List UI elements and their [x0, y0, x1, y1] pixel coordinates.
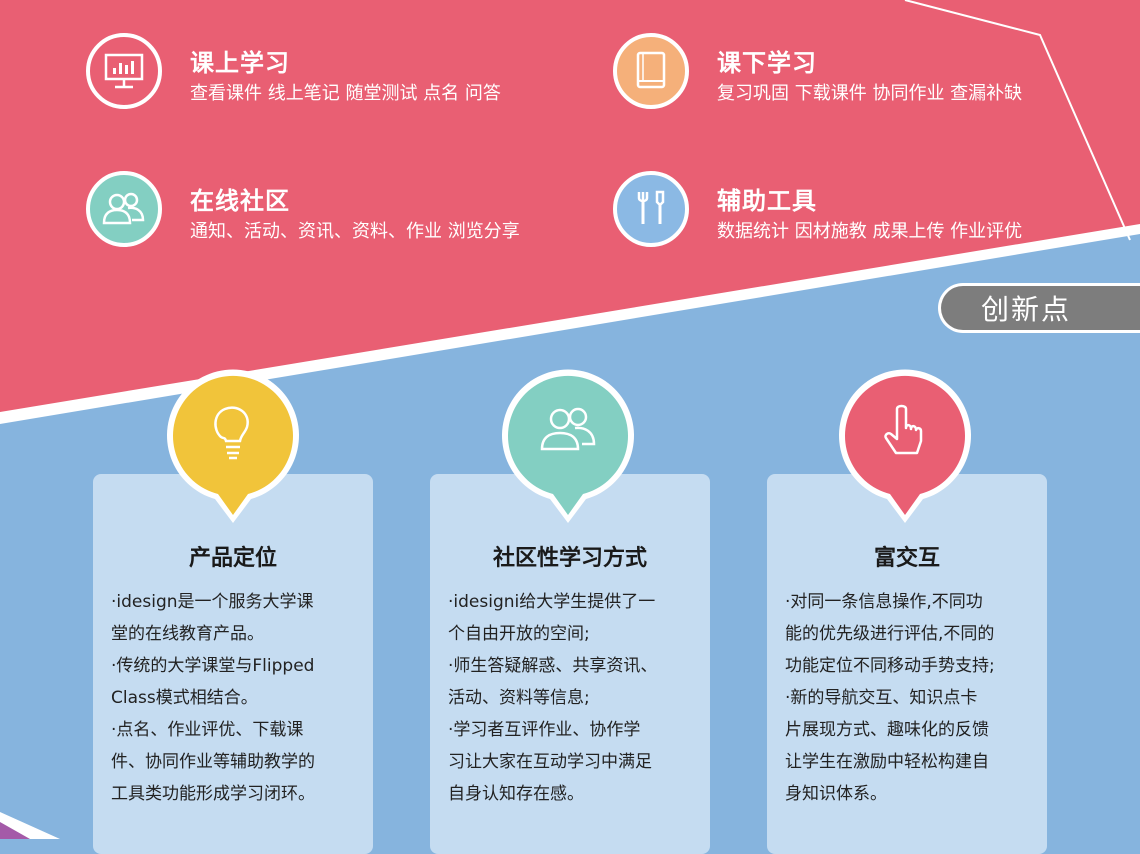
feature-circle	[86, 33, 162, 109]
feature-title: 在线社区	[190, 187, 290, 215]
innovation-badge: 创新点	[938, 283, 1140, 333]
card-line: ·新的导航交互、知识点卡	[785, 688, 978, 708]
feature-title: 辅助工具	[717, 187, 817, 215]
card-body: ·idesign是一个服务大学课 堂的在线教育产品。 ·传统的大学课堂与Flip…	[111, 586, 359, 810]
card-line: ·点名、作业评优、下载课	[111, 720, 304, 740]
feature-circle	[613, 171, 689, 247]
feature-description: 数据统计 因材施教 成果上传 作业评优	[717, 221, 1023, 242]
corner-purple	[0, 822, 30, 839]
decor-line	[904, 0, 1131, 241]
card-product-positioning: 产品定位 ·idesign是一个服务大学课 堂的在线教育产品。 ·传统的大学课堂…	[93, 474, 373, 854]
card-line: ·师生答疑解惑、共享资讯、	[448, 656, 658, 676]
hand-pointer-icon	[884, 404, 923, 455]
feature-description: 查看课件 线上笔记 随堂测试 点名 问答	[190, 83, 501, 104]
card-line: 个自由开放的空间;	[448, 624, 590, 644]
card-title: 社区性学习方式	[492, 546, 647, 571]
book-icon	[636, 51, 666, 89]
card-title: 富交互	[873, 546, 940, 571]
card-line: ·传统的大学课堂与Flipped	[111, 656, 315, 676]
card-line: 功能定位不同移动手势支持;	[785, 656, 995, 676]
card-line: 活动、资料等信息;	[448, 688, 590, 708]
pin-product	[167, 369, 299, 523]
card-line: ·idesign是一个服务大学课	[111, 592, 314, 612]
tools-icon	[637, 190, 665, 224]
card-line: ·idesigni给大学生提供了一	[448, 592, 656, 612]
feature-title: 课上学习	[190, 49, 290, 77]
feature-circle	[613, 33, 689, 109]
feature-circle	[86, 171, 162, 247]
card-line: 件、协同作业等辅助教学的	[111, 752, 315, 772]
card-line: ·对同一条信息操作,不同功	[785, 592, 983, 612]
pin-community	[502, 369, 634, 523]
card-line: 习让大家在互动学习中满足	[448, 752, 652, 772]
pin-interaction	[839, 369, 971, 523]
feature-title: 课下学习	[717, 49, 817, 77]
card-body: ·对同一条信息操作,不同功 能的优先级进行评估,不同的 功能定位不同移动手势支持…	[785, 586, 1033, 810]
users-icon	[540, 407, 596, 451]
feature-description: 复习巩固 下载课件 协同作业 查漏补缺	[717, 83, 1023, 104]
pink-panel	[0, 0, 1140, 420]
lightbulb-icon	[214, 406, 249, 460]
card-body: ·idesigni给大学生提供了一 个自由开放的空间; ·师生答疑解惑、共享资讯…	[448, 586, 696, 810]
card-line: 能的优先级进行评估,不同的	[785, 624, 995, 644]
card-line: 身知识体系。	[785, 784, 887, 804]
card-title: 产品定位	[188, 546, 277, 571]
card-line: ·学习者互评作业、协作学	[448, 720, 641, 740]
card-line: 工具类功能形成学习闭环。	[111, 784, 315, 804]
card-line: 让学生在激励中轻松构建自	[785, 752, 989, 772]
card-rich-interaction: 富交互 ·对同一条信息操作,不同功 能的优先级进行评估,不同的 功能定位不同移动…	[767, 474, 1047, 854]
card-community-learning: 社区性学习方式 ·idesigni给大学生提供了一 个自由开放的空间; ·师生答…	[430, 474, 710, 854]
card-line: 片展现方式、趣味化的反馈	[785, 720, 989, 740]
users-icon	[102, 192, 145, 225]
card-line: Class模式相结合。	[111, 688, 258, 708]
card-line: 自身认知存在感。	[448, 784, 584, 804]
card-line: 堂的在线教育产品。	[111, 624, 264, 644]
presentation-icon	[104, 53, 144, 89]
feature-description: 通知、活动、资讯、资料、作业 浏览分享	[190, 221, 520, 242]
white-divider	[0, 224, 1140, 424]
